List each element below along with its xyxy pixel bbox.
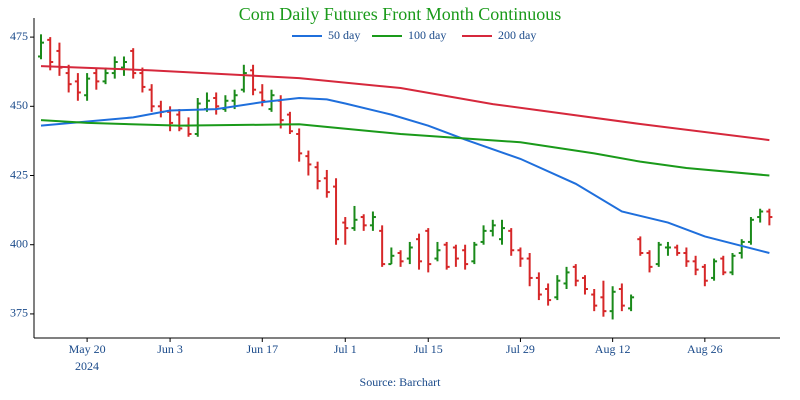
ma-line	[40, 65, 770, 142]
legend-label: 50 day	[328, 28, 360, 42]
y-tick-label: 400	[10, 236, 28, 250]
x-tick-label: Jun 17	[246, 342, 278, 356]
x-tick-label: Aug 26	[687, 342, 723, 356]
y-tick-label: 375	[10, 306, 28, 320]
y-tick-label: 425	[10, 167, 28, 181]
x-tick-label: Jul 15	[414, 342, 443, 356]
x-tick-label: Jul 1	[334, 342, 357, 356]
x-tick-label: Aug 12	[595, 342, 631, 356]
x-tick-label: Jul 29	[506, 342, 535, 356]
legend-label: 100 day	[408, 28, 446, 42]
ma-line	[40, 96, 770, 254]
source: Source: Barchart	[360, 375, 442, 389]
x-year-label: 2024	[75, 359, 99, 373]
y-tick-label: 450	[10, 98, 28, 112]
x-tick-label: May 20	[69, 342, 106, 356]
y-tick-label: 475	[10, 29, 28, 43]
chart-title: Corn Daily Futures Front Month Continuou…	[239, 4, 562, 24]
x-tick-label: Jun 3	[157, 342, 183, 356]
legend-label: 200 day	[498, 28, 536, 42]
ma-line	[40, 119, 770, 177]
